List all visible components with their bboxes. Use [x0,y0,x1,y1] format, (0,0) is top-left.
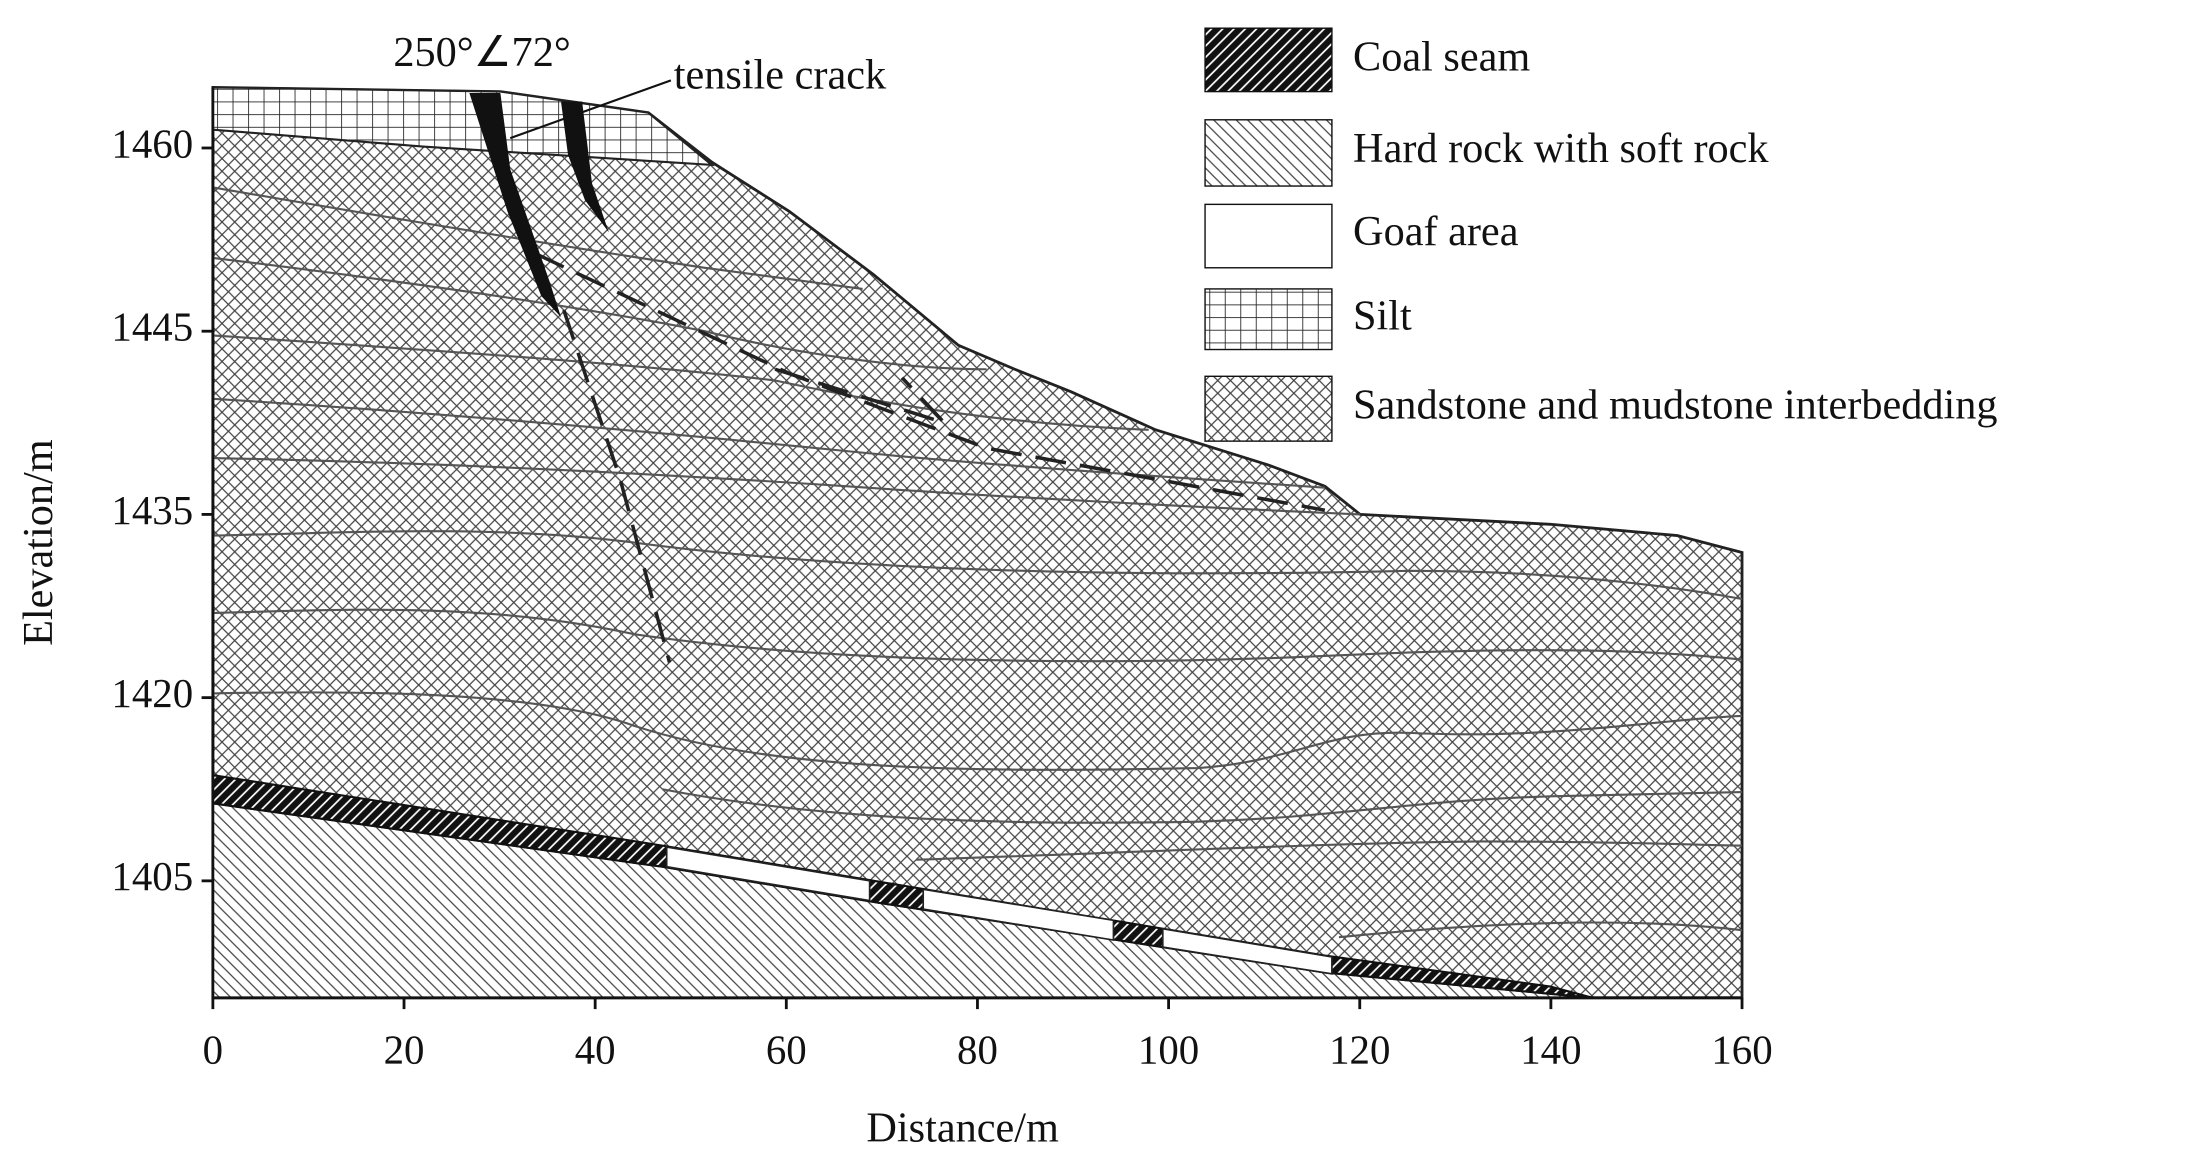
y-tick-label: 1420 [111,671,193,716]
sandstone-layer [211,85,1744,1000]
x-tick-label: 80 [957,1028,998,1073]
x-tick-label: 100 [1138,1028,1199,1073]
legend-label: Silt [1353,293,1412,340]
x-tick-label: 20 [384,1028,425,1073]
x-axis-title: Distance/m [866,1104,1059,1151]
x-tick-label: 120 [1329,1028,1390,1073]
x-tick-label: 40 [575,1028,616,1073]
legend-label: Goaf area [1353,208,1519,255]
y-axis-title: Elevation/m [15,439,62,646]
x-tick-label: 140 [1520,1028,1581,1073]
goaf-areas [665,846,1333,975]
x-tick-label: 0 [203,1028,223,1073]
y-tick-label: 1445 [111,305,193,350]
bedding-lines [212,186,1743,939]
legend-label: Sandstone and mudstone interbedding [1353,381,1997,428]
legend-swatch [1204,375,1333,442]
legend-label: Coal seam [1353,33,1530,80]
legend-label: Hard rock with soft rock [1353,125,1769,172]
legend-swatch [1204,288,1333,351]
tensile-cracks [469,93,609,318]
slip-lines [534,252,1326,663]
x-tick-label: 60 [766,1028,807,1073]
legend-swatch [1204,119,1333,187]
y-tick-label: 1460 [111,121,193,166]
orientation-label: 250°∠72° [393,29,570,76]
crack-label: tensile crack [674,52,887,99]
legend: Coal seam Hard rock with soft rock Goaf … [1204,27,1998,442]
x-tick-label: 160 [1711,1028,1772,1073]
legend-swatch [1204,27,1333,93]
y-tick-label: 1405 [111,854,193,899]
legend-swatch [1204,203,1333,269]
leader-line [509,79,672,140]
y-tick-label: 1435 [111,488,193,533]
